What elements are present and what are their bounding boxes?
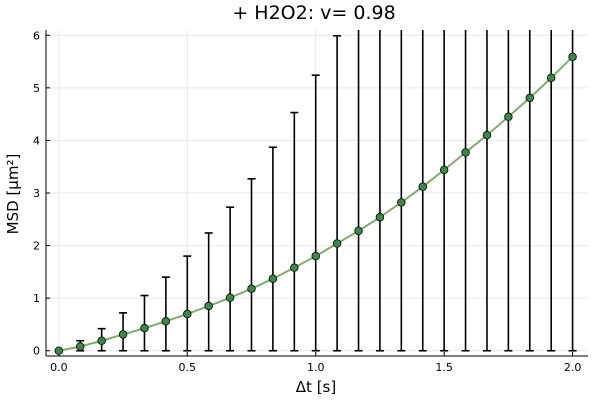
x-tick-label: 0.5 xyxy=(179,361,197,374)
data-point xyxy=(504,112,513,122)
tick-labels: 0.0 0.5 1.0 1.5 2.0 0 1 2 3 4 5 6 xyxy=(33,29,581,374)
data-point xyxy=(332,239,342,248)
data-point xyxy=(375,212,385,222)
data-point xyxy=(525,93,535,103)
data-point xyxy=(97,336,106,346)
data-point xyxy=(140,323,149,333)
data-point xyxy=(568,52,577,62)
data-point xyxy=(225,293,235,302)
x-tick-label: 2.0 xyxy=(564,361,582,374)
y-tick-label: 2 xyxy=(33,240,40,253)
x-tick-label: 1.5 xyxy=(435,361,453,374)
y-tick-label: 3 xyxy=(33,187,40,200)
data-point xyxy=(161,317,171,326)
data-point xyxy=(268,274,278,283)
data-point xyxy=(118,330,128,339)
chart-title: + H2O2: v= 0.98 xyxy=(232,2,395,24)
data-markers xyxy=(54,52,577,355)
data-point xyxy=(247,284,256,293)
data-point xyxy=(397,198,406,207)
data-point xyxy=(290,263,299,272)
y-tick-label: 6 xyxy=(33,29,40,42)
x-tick-label: 1.0 xyxy=(307,361,325,374)
axes xyxy=(45,30,588,357)
data-point xyxy=(439,165,449,175)
data-point xyxy=(204,301,213,311)
data-point xyxy=(183,309,192,319)
data-point xyxy=(54,346,64,355)
data-point xyxy=(75,342,85,351)
data-point xyxy=(546,73,556,83)
data-point xyxy=(311,251,320,261)
data-point xyxy=(461,148,470,157)
error-bars xyxy=(54,30,577,352)
data-point xyxy=(482,130,492,140)
data-point xyxy=(418,182,428,191)
y-axis-label: MSD [µm²] xyxy=(4,154,22,235)
x-tick-label: 0.0 xyxy=(50,361,68,374)
data-point xyxy=(354,226,363,236)
y-tick-label: 5 xyxy=(33,82,40,95)
y-tick-label: 0 xyxy=(33,345,40,358)
y-tick-label: 1 xyxy=(33,292,40,305)
y-tick-label: 4 xyxy=(33,134,40,147)
x-axis-label: Δt [s] xyxy=(296,378,336,396)
